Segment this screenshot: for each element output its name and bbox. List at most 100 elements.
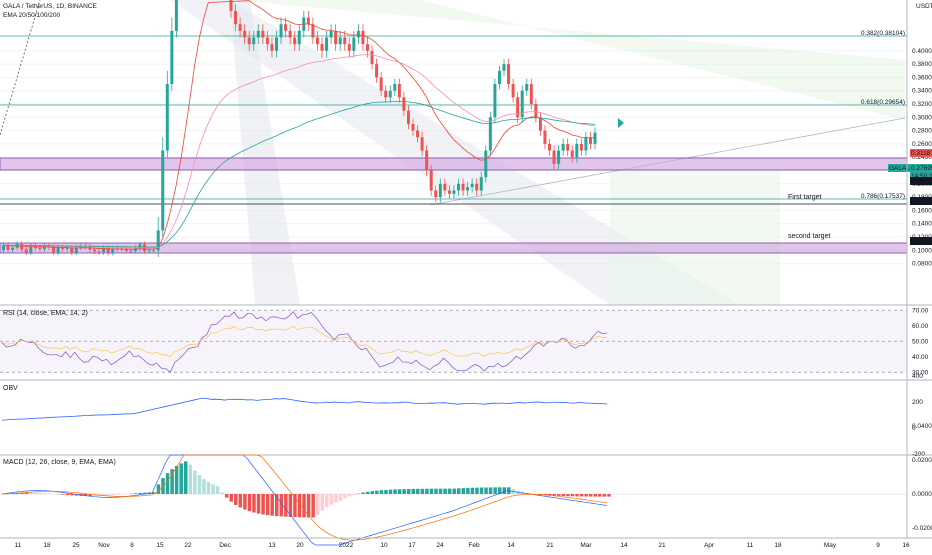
macd-hist-bar xyxy=(339,494,343,501)
x-tick-label: Mar xyxy=(580,542,592,549)
x-tick-label: 10 xyxy=(380,542,388,549)
price-tick-label: 0.26000 xyxy=(912,141,932,148)
macd-hist-bar xyxy=(584,494,588,497)
candle-body xyxy=(402,97,405,110)
candle-body xyxy=(480,177,483,190)
macd-hist-bar xyxy=(230,494,234,502)
macd-hist-bar xyxy=(562,494,566,496)
candle-body xyxy=(98,251,101,252)
target-box xyxy=(610,170,780,305)
macd-hist-bar xyxy=(257,494,261,514)
rsi-tick-label: 70.00 xyxy=(912,307,929,314)
x-tick-label: 17 xyxy=(408,542,416,549)
macd-hist-bar xyxy=(234,494,238,505)
macd-hist-bar xyxy=(412,489,416,494)
obv-title: OBV xyxy=(3,385,18,392)
macd-hist-bar xyxy=(252,494,256,513)
candle-body xyxy=(389,91,392,98)
obv-tick-label: 400 xyxy=(912,373,923,380)
candle-body xyxy=(57,247,60,252)
fib-label: 0.786(0.17537) xyxy=(861,193,905,200)
candle-body xyxy=(380,77,383,90)
macd-tick-label: 0.04000 xyxy=(912,423,932,430)
macd-hist-bar xyxy=(352,494,356,495)
candle-body xyxy=(38,248,41,249)
x-tick-label: 2022 xyxy=(339,542,354,549)
macd-hist-bar xyxy=(425,489,429,494)
x-tick-label: 11 xyxy=(747,542,754,549)
candle-body xyxy=(280,24,283,37)
macd-hist-bar xyxy=(134,493,138,494)
x-tick-label: 9 xyxy=(876,542,880,549)
macd-hist-bar xyxy=(302,494,306,517)
resistance-zone xyxy=(0,158,907,170)
price-tag-last: 0.27695 xyxy=(911,165,932,172)
price-tick-label: 0.10000 xyxy=(912,247,932,254)
candle-body xyxy=(452,190,455,193)
macd-hist-bar xyxy=(580,494,584,496)
x-tick-label: 18 xyxy=(774,542,782,549)
candle-body xyxy=(562,144,565,151)
x-tick-label: 16 xyxy=(902,542,910,549)
candle-body xyxy=(275,38,278,51)
candle-body xyxy=(261,31,264,38)
candle-body xyxy=(594,133,597,144)
candle-body xyxy=(352,38,355,51)
candle-body xyxy=(571,151,574,158)
candle-body xyxy=(239,24,242,31)
macd-hist-bar xyxy=(439,489,443,494)
x-tick-label: 14 xyxy=(507,542,515,549)
rsi-tick-label: 50.00 xyxy=(912,338,929,345)
macd-hist-bar xyxy=(402,489,406,494)
macd-hist-bar xyxy=(348,494,352,496)
macd-hist-bar xyxy=(430,489,434,494)
candle-body xyxy=(248,38,251,45)
candle-body xyxy=(361,31,364,44)
candle-body xyxy=(475,184,478,191)
macd-hist-bar xyxy=(416,489,420,494)
candle-body xyxy=(175,0,178,31)
x-tick-label: Nov xyxy=(98,542,110,549)
first-target-label: First target xyxy=(788,194,822,201)
candle-body xyxy=(543,131,546,144)
candle-body xyxy=(2,245,5,250)
candle-body xyxy=(339,38,342,45)
candle-body xyxy=(457,184,460,191)
macd-hist-bar xyxy=(107,494,111,496)
candle-body xyxy=(439,184,442,197)
candle-body xyxy=(525,84,528,91)
macd-hist-bar xyxy=(248,494,252,511)
macd-hist-bar xyxy=(361,493,365,494)
candle-body xyxy=(20,244,23,249)
macd-hist-bar xyxy=(266,494,270,515)
macd-hist-bar xyxy=(321,494,325,511)
candle-body xyxy=(11,248,14,250)
macd-hist-bar xyxy=(166,473,170,494)
macd-hist-bar xyxy=(189,465,193,494)
candle-body xyxy=(580,144,583,151)
macd-hist-bar xyxy=(575,494,579,496)
macd-hist-bar xyxy=(139,493,143,494)
candle-body xyxy=(493,84,496,117)
x-tick-label: May xyxy=(824,542,837,549)
candle-body xyxy=(507,64,510,84)
macd-hist-bar xyxy=(457,488,461,494)
candle-body xyxy=(134,248,137,251)
macd-hist-bar xyxy=(330,494,334,505)
macd-hist-bar xyxy=(261,494,265,514)
candle-body xyxy=(357,31,360,38)
candle-body xyxy=(166,84,169,151)
macd-hist-bar xyxy=(34,493,38,494)
macd-hist-bar xyxy=(184,461,188,494)
macd-hist-bar xyxy=(466,488,470,494)
x-tick-label: 18 xyxy=(43,542,51,549)
x-tick-label: 14 xyxy=(620,542,628,549)
candle-body xyxy=(534,104,537,117)
candle-body xyxy=(234,11,237,24)
macd-hist-bar xyxy=(398,489,402,494)
macd-hist-bar xyxy=(334,494,338,503)
macd-hist-bar xyxy=(284,494,288,517)
macd-hist-bar xyxy=(434,489,438,494)
